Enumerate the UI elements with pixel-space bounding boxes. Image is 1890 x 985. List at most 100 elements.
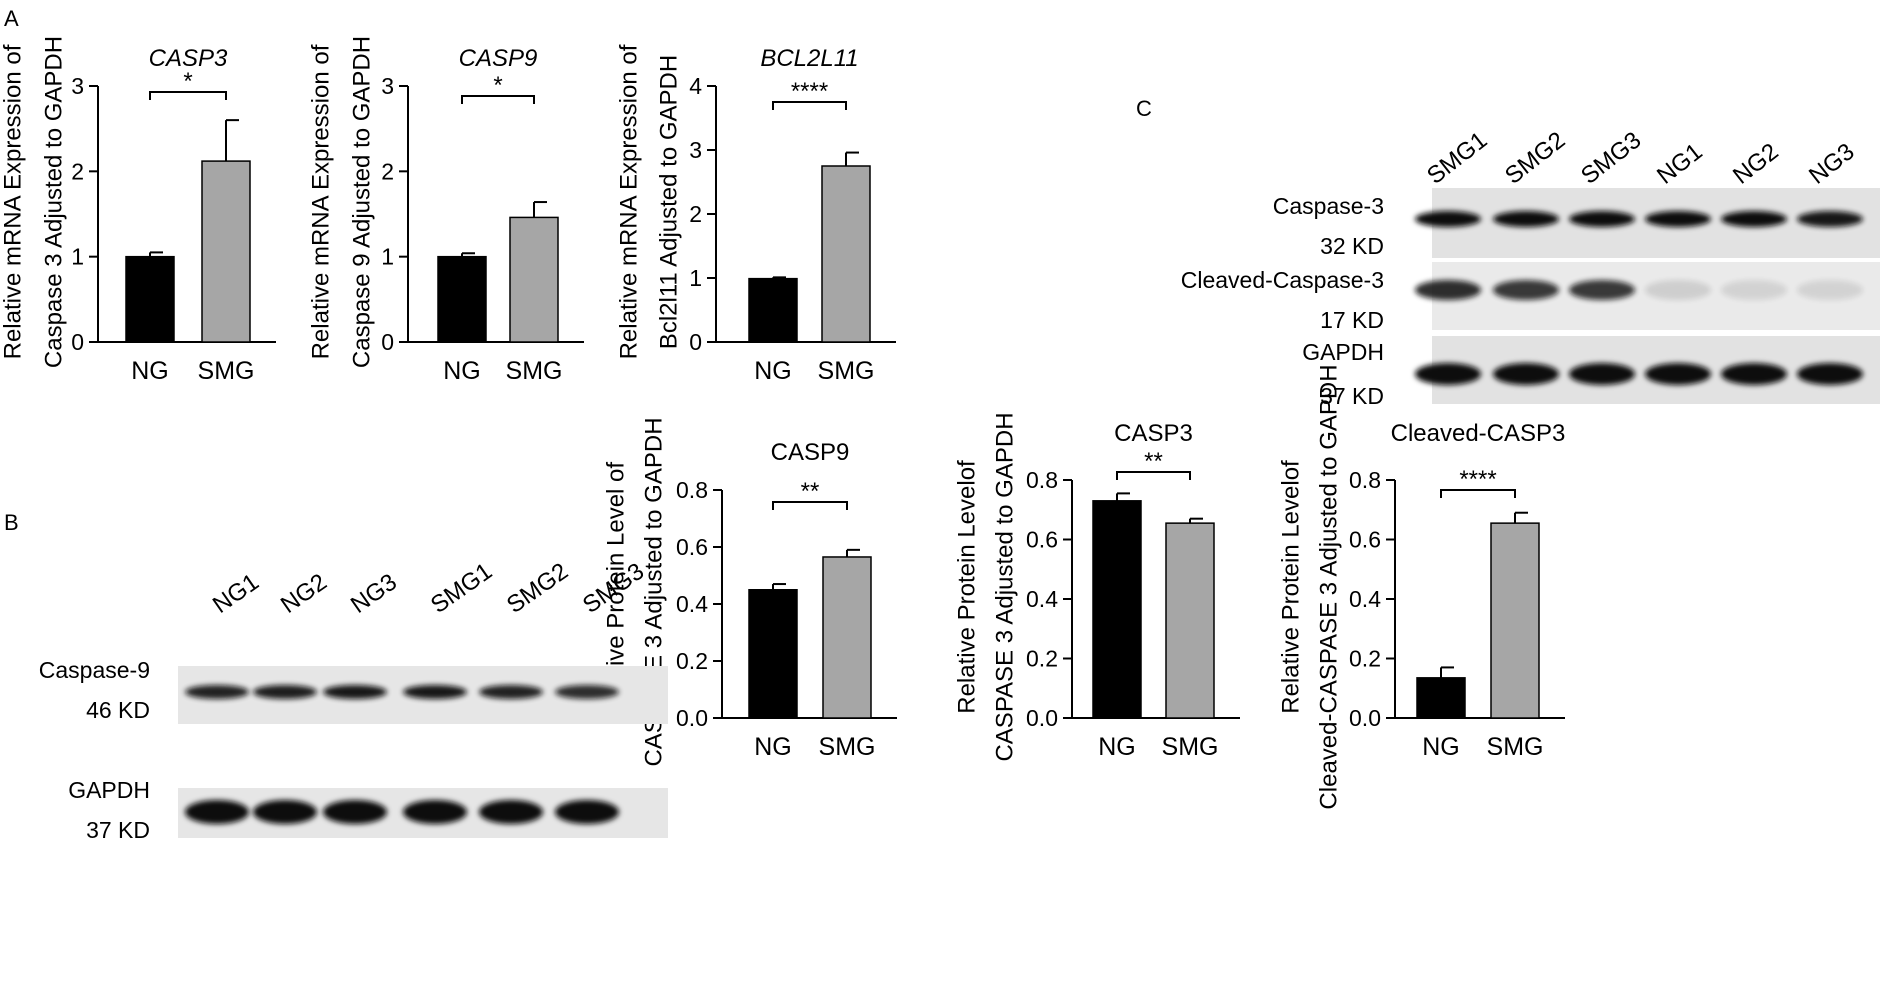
blot-row-name: Caspase-9 <box>39 657 150 683</box>
blot-band <box>1721 280 1787 300</box>
blot-band <box>403 800 467 824</box>
blot-band <box>1493 363 1559 385</box>
y-tick-label: 0.8 <box>676 477 708 503</box>
y-tick-label: 2 <box>689 201 702 227</box>
x-tick-label: SMG <box>819 733 876 761</box>
bar-smg <box>821 165 871 343</box>
blot-band <box>1415 211 1481 227</box>
blot-band <box>323 800 387 824</box>
significance-bracket <box>772 501 848 510</box>
bar-smg <box>1490 522 1540 719</box>
blot-row-size: 32 KD <box>1320 233 1384 259</box>
y-axis-label: Relative mRNA Expression of <box>0 44 26 359</box>
chart-a1: 0 1 2 3 NG SMG *CASP3 Relative mRNA Expression … <box>0 36 276 385</box>
significance-label: ** <box>801 478 820 505</box>
blot-band <box>1569 280 1635 300</box>
lane-label: NG1 <box>208 568 264 618</box>
lane-label: SMG2 <box>502 558 573 619</box>
chart-title: BCL2L11 <box>760 45 858 72</box>
blot-band <box>323 685 387 699</box>
lane-label: SMG3 <box>1576 127 1646 190</box>
bar-ng <box>748 589 798 719</box>
y-axis-label: Relative mRNA Expression of <box>615 44 642 359</box>
lane-label: NG1 <box>1652 138 1708 190</box>
blot-band <box>253 685 317 699</box>
chart-title: CASP3 <box>149 45 228 72</box>
y-tick-label: 0 <box>689 329 702 355</box>
significance-bracket <box>1116 471 1191 480</box>
y-tick-label: 0.6 <box>1349 527 1381 553</box>
lane-label: NG3 <box>346 568 402 618</box>
y-axis-label: Relative Protein Levelof <box>953 460 980 714</box>
y-tick-label: 1 <box>71 244 84 270</box>
y-tick-label: 0.8 <box>1349 467 1381 493</box>
blot-band <box>479 685 543 699</box>
blot-band <box>555 685 619 699</box>
bar-ng <box>748 277 798 343</box>
blot-row-size: 17 KD <box>1320 307 1384 333</box>
bar-ng <box>437 255 487 343</box>
y-axis-label: Caspase 3 Adjusted to GAPDH <box>40 36 67 368</box>
y-tick-label: 1 <box>689 265 702 291</box>
bar-ng <box>1092 500 1142 719</box>
chart-a3: 0 1 2 3 4 NG SMG **** BCL2L11 Relative mRNA Expre… <box>615 44 896 385</box>
panel-label-c: C <box>1136 96 1152 121</box>
chart-title: Cleaved-CASP3 <box>1391 420 1566 447</box>
y-axis-label: Relative mRNA Expression of <box>307 44 334 359</box>
y-tick-label: 4 <box>689 73 702 99</box>
lane-label: SMG1 <box>426 558 497 619</box>
y-tick-label: 2 <box>381 158 394 184</box>
blot-row-size: 37 KD <box>1320 383 1384 409</box>
y-tick-label: 0 <box>71 329 84 355</box>
significance-label: * <box>183 68 192 95</box>
chart-title: CASP9 <box>771 439 850 466</box>
y-axis-label: Cleaved-CASPASE 3 Adjusted to GAPDH <box>1315 364 1342 809</box>
blot-band <box>1645 363 1711 385</box>
y-tick-label: 0.4 <box>1026 586 1058 612</box>
blot-band <box>479 800 543 824</box>
blot-c: SMG1 SMG2 SMG3 NG1 NG2 NG3 Caspase-3 32 KD Cleav… <box>1181 127 1880 409</box>
y-tick-label: 0.8 <box>1026 467 1058 493</box>
y-tick-label: 0.4 <box>1349 586 1381 612</box>
x-tick-label: NG <box>1098 733 1136 761</box>
lane-label: NG3 <box>1804 138 1860 190</box>
y-tick-label: 0.6 <box>1026 527 1058 553</box>
lane-label: SMG1 <box>1422 127 1492 190</box>
bar-smg <box>822 556 872 719</box>
blot-row-name: Caspase-3 <box>1273 193 1384 219</box>
blot-row-size: 46 KD <box>86 697 150 723</box>
significance-bracket <box>461 95 535 104</box>
blot-band <box>1569 211 1635 227</box>
bar-smg <box>509 216 559 343</box>
blot-row-name: GAPDH <box>1302 339 1384 365</box>
blot-band <box>1797 211 1863 227</box>
significance-bracket <box>149 91 227 100</box>
blot-row-size: 37 KD <box>86 817 150 843</box>
x-tick-label: NG <box>754 733 792 761</box>
blot-band <box>1493 211 1559 227</box>
x-tick-label: SMG <box>1162 733 1219 761</box>
lane-label: NG2 <box>1728 138 1784 190</box>
significance-label: **** <box>1459 466 1496 493</box>
y-axis-label: Bcl2l11 Adjusted to GAPDH <box>655 55 682 349</box>
blot-band <box>403 685 467 699</box>
x-tick-label: NG <box>1422 733 1460 761</box>
chart-c1: 0.0 0.2 0.4 0.6 0.8 NG SMG **CASP3 Relative Prot… <box>953 412 1240 762</box>
x-tick-label: NG <box>131 357 169 385</box>
x-tick-label: NG <box>754 357 792 385</box>
chart-a2: 0 1 2 3 NG SMG *CASP9 Relative mRNA Expression … <box>307 36 584 385</box>
y-axis-label: Caspase 9 Adjusted to GAPDH <box>348 36 375 368</box>
y-tick-label: 0.0 <box>1349 705 1381 731</box>
x-tick-label: SMG <box>1487 733 1544 761</box>
panel-label-a: A <box>4 6 19 31</box>
blot-band <box>1645 280 1711 300</box>
x-tick-label: SMG <box>818 357 875 385</box>
y-tick-label: 0.2 <box>676 648 708 674</box>
bar-ng <box>1416 677 1466 719</box>
blot-band <box>1415 363 1481 385</box>
y-tick-label: 3 <box>689 137 702 163</box>
significance-label: * <box>493 72 502 99</box>
x-tick-label: SMG <box>506 357 563 385</box>
